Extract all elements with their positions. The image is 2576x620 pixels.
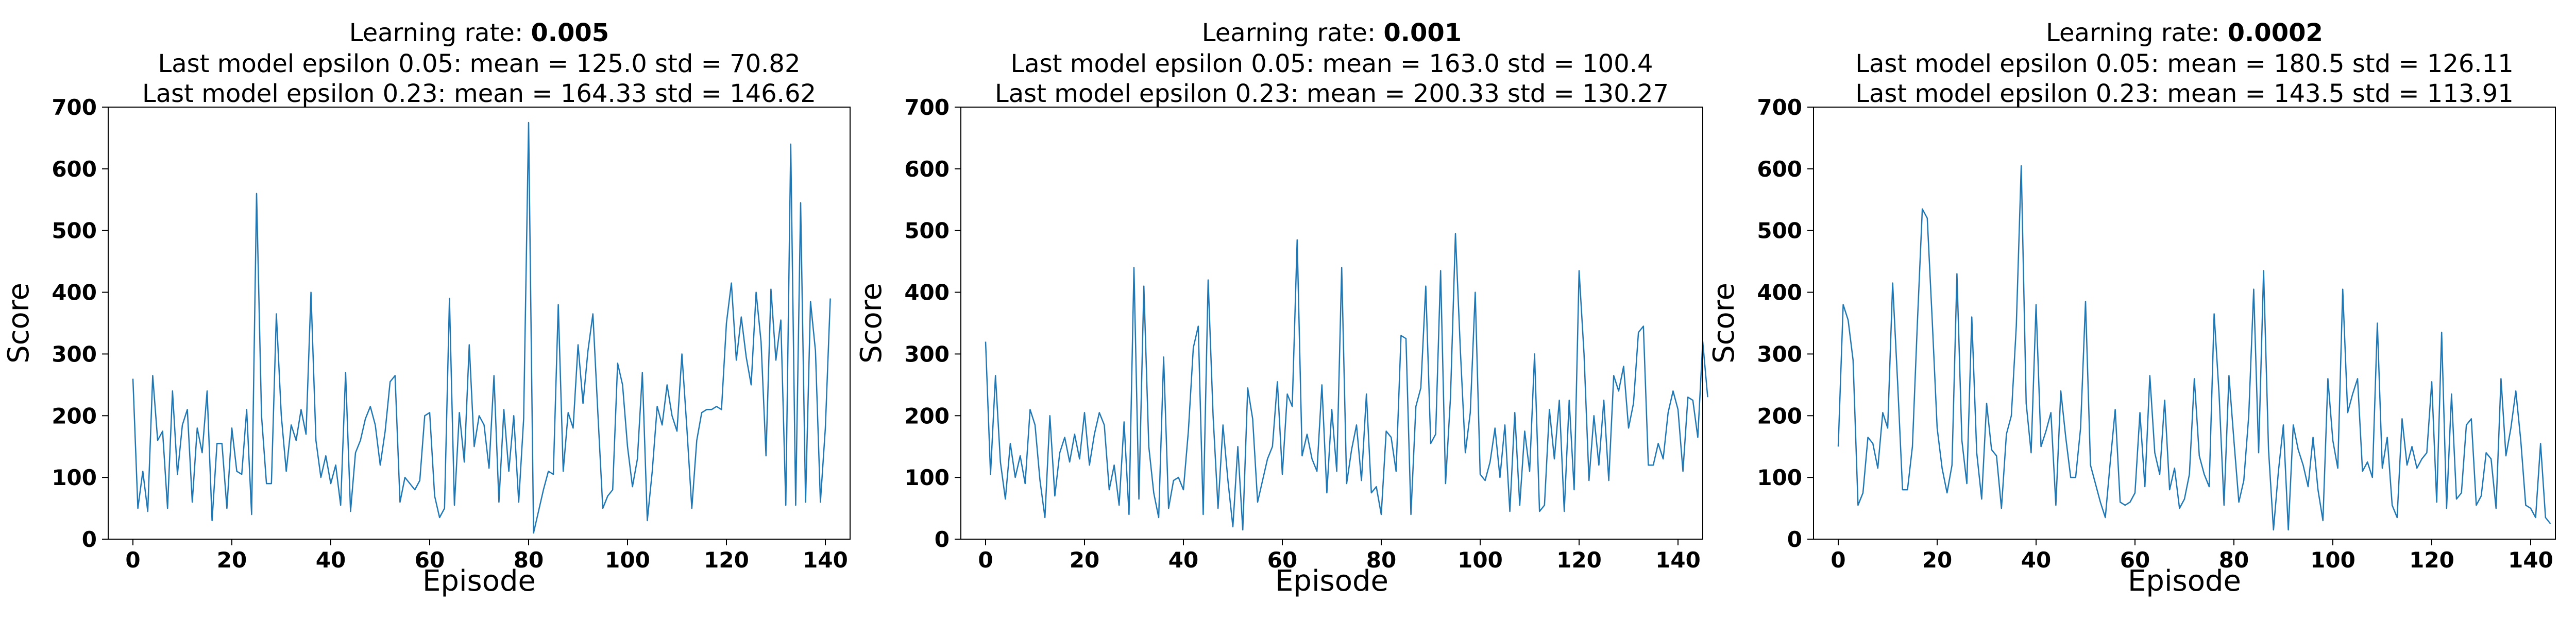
x-tick-label: 100 (2310, 547, 2355, 573)
y-tick-label: 200 (52, 403, 97, 428)
x-tick-label: 20 (1070, 547, 1099, 573)
chart-subtitle: Last model epsilon 0.23: mean = 164.33 s… (142, 79, 816, 108)
series-line (132, 122, 831, 534)
y-tick-label: 500 (1757, 218, 1802, 244)
y-tick-label: 700 (52, 95, 97, 120)
x-tick-label: 60 (2120, 547, 2150, 573)
y-tick-label: 600 (1757, 157, 1802, 182)
y-tick-label: 600 (904, 157, 950, 182)
series-line (1837, 165, 2551, 531)
x-tick-label: 40 (1168, 547, 1198, 573)
y-tick-label: 300 (904, 341, 950, 367)
y-tick-label: 200 (904, 403, 950, 428)
y-axis-label: Score (1707, 283, 1741, 364)
x-tick-label: 0 (125, 547, 140, 573)
x-tick-label: 20 (1922, 547, 1952, 573)
x-tick-label: 80 (514, 547, 544, 573)
y-tick-label: 400 (904, 280, 950, 305)
x-tick-label: 100 (605, 547, 650, 573)
x-tick-label: 60 (415, 547, 445, 573)
plot-frame (108, 107, 851, 540)
x-axis-label: Episode (422, 564, 536, 598)
y-tick-label: 100 (52, 465, 97, 490)
x-tick-label: 60 (1267, 547, 1297, 573)
y-tick-label: 400 (52, 280, 97, 305)
y-tick-label: 100 (1757, 465, 1802, 490)
x-tick-label: 140 (2508, 547, 2553, 573)
title-value: 0.0002 (2228, 19, 2323, 47)
y-tick-label: 700 (1757, 95, 1802, 120)
x-tick-label: 100 (1458, 547, 1503, 573)
x-axis-label: Episode (2128, 564, 2241, 598)
y-tick-label: 700 (904, 95, 950, 120)
y-tick-label: 300 (52, 341, 97, 367)
x-tick-label: 0 (1831, 547, 1845, 573)
title-prefix: Learning rate: (1202, 19, 1384, 47)
x-tick-label: 120 (704, 547, 749, 573)
plot-frame (960, 107, 1703, 540)
title-value: 0.005 (531, 19, 609, 47)
chart-subtitle: Last model epsilon 0.05: mean = 125.0 st… (158, 49, 801, 78)
y-axis-label: Score (2, 283, 36, 364)
y-tick-label: 200 (1757, 403, 1802, 428)
x-tick-label: 40 (2021, 547, 2051, 573)
x-tick-label: 80 (1366, 547, 1396, 573)
y-tick-label: 400 (1757, 280, 1802, 305)
x-tick-label: 80 (2219, 547, 2249, 573)
chart-subtitle: Last model epsilon 0.23: mean = 200.33 s… (995, 79, 1669, 108)
x-tick-label: 140 (803, 547, 848, 573)
y-tick-label: 600 (52, 157, 97, 182)
title-prefix: Learning rate: (2046, 19, 2228, 47)
chart-title: Learning rate: 0.0002 (2046, 19, 2323, 47)
y-tick-label: 0 (1787, 527, 1802, 552)
chart-subtitle: Last model epsilon 0.23: mean = 143.5 st… (1855, 79, 2514, 108)
x-tick-label: 0 (978, 547, 993, 573)
x-tick-label: 120 (2409, 547, 2454, 573)
chart-subtitle: Last model epsilon 0.05: mean = 180.5 st… (1855, 49, 2514, 78)
title-prefix: Learning rate: (349, 19, 531, 47)
y-axis-label: Score (855, 283, 888, 364)
x-tick-label: 120 (1556, 547, 1602, 573)
y-tick-label: 500 (52, 218, 97, 244)
series-line (985, 233, 1708, 531)
x-tick-label: 40 (316, 547, 346, 573)
title-value: 0.001 (1383, 19, 1462, 47)
x-axis-label: Episode (1275, 564, 1388, 598)
chart-title: Learning rate: 0.001 (1202, 19, 1462, 47)
y-tick-label: 100 (904, 465, 950, 490)
x-tick-label: 140 (1655, 547, 1701, 573)
chart-title: Learning rate: 0.005 (349, 19, 609, 47)
chart-subtitle: Last model epsilon 0.05: mean = 163.0 st… (1011, 49, 1653, 78)
x-tick-label: 20 (217, 547, 247, 573)
y-tick-label: 0 (935, 527, 950, 552)
y-tick-label: 0 (82, 527, 97, 552)
y-tick-label: 300 (1757, 341, 1802, 367)
y-tick-label: 500 (904, 218, 950, 244)
plot-frame (1813, 107, 2556, 540)
